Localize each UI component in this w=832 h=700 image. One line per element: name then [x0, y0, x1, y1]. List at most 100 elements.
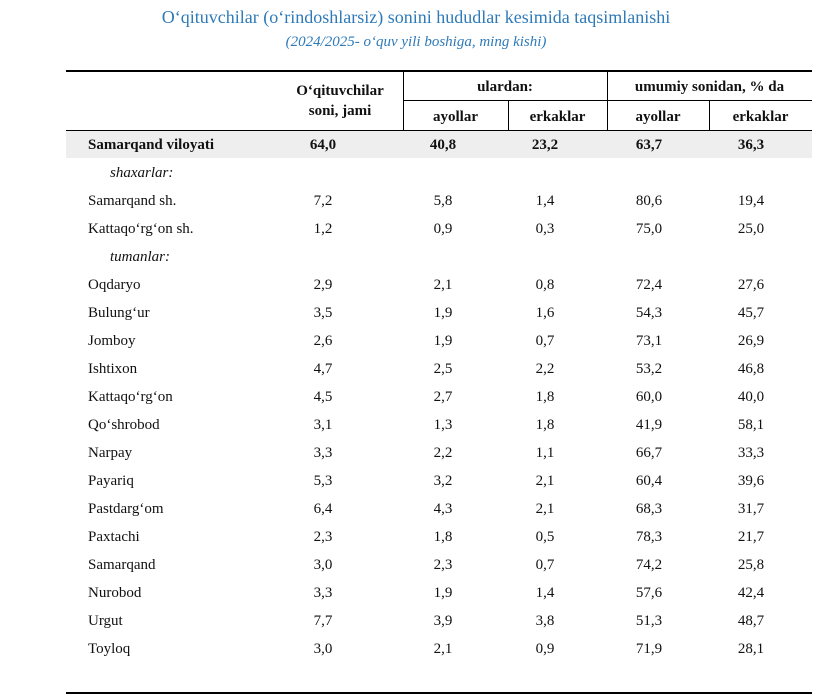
region-name: Samarqand: [88, 557, 156, 573]
cell-women-pct: 63,7: [635, 137, 663, 153]
cell-men: 1,8: [535, 389, 555, 405]
cell-total: 3,1: [313, 417, 333, 433]
region-name: Nurobod: [88, 585, 142, 601]
cell-women: 4,3: [433, 501, 453, 517]
cell-women-pct: 80,6: [635, 193, 663, 209]
table-row: Qo‘shrobod 3,1 1,3 1,8 41,9 58,1: [66, 413, 812, 441]
cell-women-pct: 57,6: [635, 585, 663, 601]
region-name: Oqdaryo: [88, 277, 141, 293]
header-divider-4: [709, 101, 710, 131]
region-name: Kattaqo‘rg‘on: [88, 389, 173, 405]
cell-women: 5,8: [433, 193, 453, 209]
region-name: Ishtixon: [88, 361, 138, 377]
cell-women: 1,3: [433, 417, 453, 433]
cell-men: 1,6: [535, 305, 555, 321]
section-label: tumanlar:: [110, 249, 170, 265]
cell-women-pct: 68,3: [635, 501, 663, 517]
cell-men-pct: 19,4: [737, 193, 765, 209]
region-name: Toyloq: [88, 641, 131, 657]
cell-total: 64,0: [309, 137, 337, 153]
table-row: Toyloq 3,0 2,1 0,9 71,9 28,1: [66, 637, 812, 665]
region-name: Bulung‘ur: [88, 305, 150, 321]
region-name: Paxtachi: [88, 529, 140, 545]
table-row: Kattaqo‘rg‘on 4,5 2,7 1,8 60,0 40,0: [66, 385, 812, 413]
cell-women: 1,8: [433, 529, 453, 545]
header-women-pct: ayollar: [635, 109, 681, 125]
cell-women: 3,9: [433, 613, 453, 629]
cell-men: 0,5: [535, 529, 555, 545]
cell-women: 2,1: [433, 277, 453, 293]
cell-women: 1,9: [433, 585, 453, 601]
cell-women-pct: 54,3: [635, 305, 663, 321]
table-row: Jomboy 2,6 1,9 0,7 73,1 26,9: [66, 329, 812, 357]
cell-total: 3,5: [313, 305, 333, 321]
bottom-rule: [66, 692, 812, 694]
table-row: Narpay 3,3 2,2 1,1 66,7 33,3: [66, 441, 812, 469]
cell-women-pct: 74,2: [635, 557, 663, 573]
cell-men: 0,7: [535, 333, 555, 349]
cell-men-pct: 58,1: [737, 417, 765, 433]
cell-women-pct: 51,3: [635, 613, 663, 629]
cell-men: 1,4: [535, 193, 555, 209]
header-divider-1: [403, 72, 404, 131]
cell-men: 2,2: [535, 361, 555, 377]
cell-women: 2,7: [433, 389, 453, 405]
cell-men: 1,8: [535, 417, 555, 433]
cell-total: 2,3: [313, 529, 333, 545]
cell-men-pct: 27,6: [737, 277, 765, 293]
total-row-band: [66, 131, 812, 158]
cell-women: 2,2: [433, 445, 453, 461]
table-row: Urgut 7,7 3,9 3,8 51,3 48,7: [66, 609, 812, 637]
cell-men: 0,9: [535, 641, 555, 657]
cell-total: 2,6: [313, 333, 333, 349]
cell-total: 7,7: [313, 613, 333, 629]
cell-men: 2,1: [535, 473, 555, 489]
table-row: Ishtixon 4,7 2,5 2,2 53,2 46,8: [66, 357, 812, 385]
cell-men: 0,8: [535, 277, 555, 293]
table-subtitle: (2024/2025- o‘quv yili boshiga, ming kis…: [285, 34, 547, 50]
cell-men-pct: 33,3: [737, 445, 765, 461]
table-row: Samarqand 3,0 2,3 0,7 74,2 25,8: [66, 553, 812, 581]
header-women: ayollar: [433, 109, 478, 125]
header-bottom-rule: [66, 130, 812, 131]
cell-men: 3,8: [535, 613, 555, 629]
region-name: Payariq: [88, 473, 134, 489]
region-name: Samarqand sh.: [88, 193, 177, 209]
region-name: Samarqand viloyati: [88, 137, 214, 153]
cell-women-pct: 41,9: [635, 417, 663, 433]
section-label: shaxarlar:: [110, 165, 174, 181]
header-men: erkaklar: [529, 109, 586, 125]
cell-men-pct: 40,0: [737, 389, 765, 405]
cell-total: 5,3: [313, 473, 333, 489]
cell-women-pct: 75,0: [635, 221, 663, 237]
cell-men-pct: 28,1: [737, 641, 765, 657]
region-name: Qo‘shrobod: [88, 417, 160, 433]
cell-men-pct: 31,7: [737, 501, 765, 517]
cell-men-pct: 25,8: [737, 557, 765, 573]
header-group-percent: umumiy sonidan, % da: [634, 79, 785, 95]
table-row: Nurobod 3,3 1,9 1,4 57,6 42,4: [66, 581, 812, 609]
header-divider-2: [508, 101, 509, 131]
table-row: Kattaqo‘rg‘on sh. 1,2 0,9 0,3 75,0 25,0: [66, 217, 812, 245]
section-row: tumanlar:: [66, 245, 812, 273]
cell-men-pct: 25,0: [737, 221, 765, 237]
top-rule: [66, 70, 812, 72]
cell-men-pct: 36,3: [737, 137, 765, 153]
region-name: Jomboy: [88, 333, 136, 349]
cell-women-pct: 66,7: [635, 445, 663, 461]
cell-men-pct: 42,4: [737, 585, 765, 601]
cell-women-pct: 60,4: [635, 473, 663, 489]
cell-men: 23,2: [531, 137, 559, 153]
header-total: O‘qituvchilar soni, jami: [296, 83, 384, 119]
cell-total: 3,0: [313, 641, 333, 657]
header-divider-3: [607, 72, 608, 131]
cell-men-pct: 45,7: [737, 305, 765, 321]
cell-men: 1,1: [535, 445, 555, 461]
cell-women: 2,5: [433, 361, 453, 377]
cell-men-pct: 21,7: [737, 529, 765, 545]
cell-women: 2,1: [433, 641, 453, 657]
cell-men: 0,3: [535, 221, 555, 237]
cell-men-pct: 46,8: [737, 361, 765, 377]
cell-men-pct: 39,6: [737, 473, 765, 489]
table-row: Bulung‘ur 3,5 1,9 1,6 54,3 45,7: [66, 301, 812, 329]
